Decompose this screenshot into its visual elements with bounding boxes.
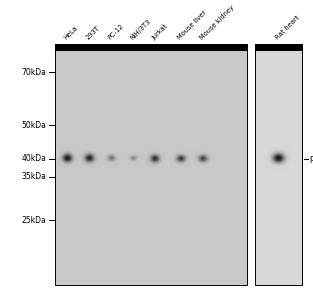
Text: 40kDa: 40kDa (22, 154, 46, 163)
Text: p38 MAPK: p38 MAPK (310, 154, 313, 163)
Text: HeLa: HeLa (63, 25, 79, 41)
Bar (255, 44, 302, 285)
Text: Jurkat: Jurkat (151, 23, 168, 41)
Text: 35kDa: 35kDa (22, 172, 46, 181)
Text: Rat heart: Rat heart (274, 14, 301, 41)
Text: Mouse liver: Mouse liver (177, 10, 208, 41)
Bar (55, 44, 247, 285)
Text: 70kDa: 70kDa (22, 68, 46, 77)
Bar (55, 44, 247, 51)
Text: 50kDa: 50kDa (22, 121, 46, 130)
Text: 25kDa: 25kDa (22, 216, 46, 225)
Bar (255, 44, 302, 51)
Text: NIH/3T3: NIH/3T3 (129, 18, 151, 41)
Text: 293T: 293T (85, 25, 101, 41)
Text: PC-12: PC-12 (107, 23, 125, 41)
Text: Mouse kidney: Mouse kidney (198, 4, 235, 41)
